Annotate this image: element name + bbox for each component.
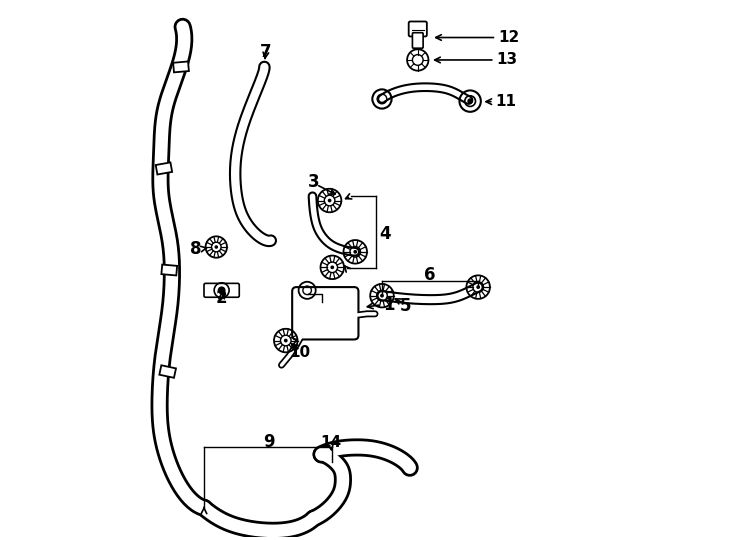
Text: 2: 2	[216, 289, 228, 307]
Circle shape	[215, 246, 217, 248]
Text: 9: 9	[264, 433, 275, 451]
Text: 8: 8	[190, 240, 201, 258]
Text: 14: 14	[320, 435, 341, 450]
Bar	[173, 62, 189, 72]
Circle shape	[477, 286, 479, 288]
FancyBboxPatch shape	[204, 284, 239, 297]
Circle shape	[285, 339, 287, 342]
Bar	[159, 365, 176, 378]
Text: 13: 13	[496, 52, 517, 68]
Text: 6: 6	[424, 266, 436, 285]
Text: 11: 11	[495, 94, 516, 109]
Circle shape	[219, 287, 225, 294]
Bar	[161, 265, 177, 275]
Text: 4: 4	[379, 225, 390, 242]
Circle shape	[328, 199, 331, 202]
FancyBboxPatch shape	[409, 22, 427, 36]
FancyBboxPatch shape	[292, 287, 358, 340]
FancyBboxPatch shape	[413, 33, 423, 48]
Circle shape	[468, 99, 472, 103]
Text: 10: 10	[290, 346, 310, 360]
Circle shape	[381, 294, 383, 297]
Text: 5: 5	[400, 298, 411, 315]
Circle shape	[331, 266, 333, 268]
Text: 12: 12	[498, 30, 519, 45]
Text: 7: 7	[260, 43, 272, 61]
Text: 1: 1	[383, 296, 395, 314]
Text: 3: 3	[308, 173, 319, 191]
Circle shape	[354, 251, 357, 253]
Bar	[156, 163, 172, 174]
